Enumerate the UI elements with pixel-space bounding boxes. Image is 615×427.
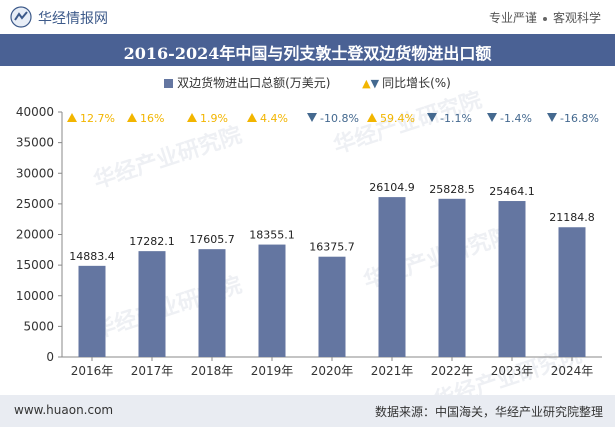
bar-value-label: 17282.1: [129, 235, 175, 248]
growth-label: -1.1%: [440, 112, 472, 125]
bar: [258, 244, 286, 357]
growth-legend-label: 同比增长(%): [382, 76, 451, 90]
huajing-logo-icon: [10, 6, 32, 28]
bar-value-label: 25828.5: [429, 183, 475, 196]
x-tick-label: 2023年: [491, 364, 534, 378]
x-tick-label: 2019年: [251, 364, 294, 378]
bar-value-label: 14883.4: [69, 250, 115, 263]
y-tick-label: 10000: [16, 289, 54, 303]
down-triangle-icon: ▼: [370, 77, 380, 90]
growth-down-triangle-icon: [487, 113, 497, 122]
growth-label: -1.4%: [500, 112, 532, 125]
y-tick-label: 25000: [16, 197, 54, 211]
growth-label: 12.7%: [80, 112, 115, 125]
bar-value-label: 17605.7: [189, 233, 235, 246]
bar: [198, 249, 226, 357]
bar: [318, 256, 346, 357]
separator-dot-icon: [542, 16, 547, 21]
bar: [558, 227, 586, 357]
growth-up-triangle-icon: [127, 113, 137, 122]
growth-label: -10.8%: [320, 112, 359, 125]
growth-label: 4.4%: [260, 112, 288, 125]
bar: [138, 251, 166, 357]
bar-value-label: 16375.7: [309, 241, 355, 254]
growth-up-triangle-icon: [67, 113, 77, 122]
up-triangle-icon: ▲: [362, 77, 371, 90]
bar-value-label: 26104.9: [369, 181, 415, 194]
growth-down-triangle-icon: [547, 113, 557, 122]
bar: [78, 265, 106, 357]
growth-up-triangle-icon: [247, 113, 257, 122]
chart-legend: 双边货物进出口总额(万美元) ▲▼ 同比增长(%): [0, 74, 615, 91]
growth-up-triangle-icon: [367, 113, 377, 122]
y-tick-label: 0: [46, 350, 54, 364]
growth-down-triangle-icon: [427, 113, 437, 122]
chart-title: 2016-2024年中国与列支敦士登双边货物进出口额: [123, 44, 492, 63]
bar: [498, 201, 526, 357]
bar-value-label: 25464.1: [489, 185, 535, 198]
header-bar: 华经情报网 专业严谨 客观科学: [0, 0, 615, 34]
growth-label: 16%: [140, 112, 164, 125]
bar-value-label: 18355.1: [249, 229, 295, 242]
y-tick-label: 20000: [16, 228, 54, 242]
x-tick-label: 2018年: [191, 364, 234, 378]
bar: [438, 198, 466, 357]
bar-chart: 0 5000 10000 15000 20000 25000 30000 35000 40000…: [16, 105, 602, 378]
x-tick-label: 2017年: [131, 364, 174, 378]
y-tick-label: 5000: [23, 319, 54, 333]
x-tick-label: 2024年: [551, 364, 594, 378]
bar-legend-label: 双边货物进出口总额(万美元): [177, 76, 331, 90]
bar-value-label: 21184.8: [549, 211, 595, 224]
tag-objective: 客观科学: [552, 11, 601, 25]
x-tick-label: 2020年: [311, 364, 354, 378]
data-source: 数据来源：中国海关，华经产业研究院整理: [374, 405, 603, 419]
y-tick-label: 40000: [16, 105, 54, 119]
header-tags: 专业严谨 客观科学: [489, 9, 601, 26]
x-tick-label: 2022年: [431, 364, 474, 378]
growth-down-triangle-icon: [307, 113, 317, 122]
bar: [378, 197, 406, 357]
y-tick-label: 30000: [16, 166, 54, 180]
brand-name: 华经情报网: [38, 11, 108, 27]
x-tick-label: 2016年: [71, 364, 114, 378]
growth-label: 1.9%: [200, 112, 228, 125]
growth-label: 59.4%: [380, 112, 415, 125]
growth-up-triangle-icon: [187, 113, 197, 122]
growth-label: -16.8%: [560, 112, 599, 125]
footer-bar: www.huaon.com 数据来源：中国海关，华经产业研究院整理: [0, 395, 615, 427]
y-tick-label: 15000: [16, 258, 54, 272]
website-link[interactable]: www.huaon.com: [14, 403, 114, 417]
title-bar: 2016-2024年中国与列支敦士登双边货物进出口额: [0, 34, 615, 66]
y-tick-label: 35000: [16, 136, 54, 150]
x-tick-label: 2021年: [371, 364, 414, 378]
bar-legend-swatch: [164, 79, 174, 88]
tag-professional: 专业严谨: [488, 11, 537, 25]
